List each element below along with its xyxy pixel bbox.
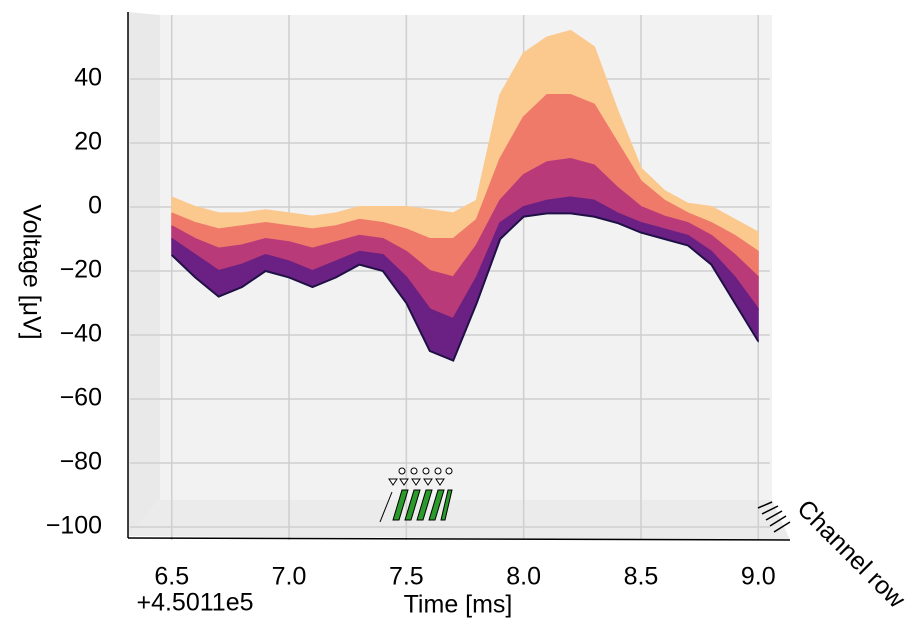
y-tick-label: −100 bbox=[46, 512, 102, 540]
x-tick-label: 9.0 bbox=[741, 563, 776, 591]
y-tick-label: 20 bbox=[74, 128, 102, 156]
probe-icon bbox=[379, 467, 453, 523]
x-offset-text: +4.5011e5 bbox=[136, 589, 253, 617]
plot-area bbox=[130, 15, 770, 540]
y-tick-label: −60 bbox=[60, 384, 102, 412]
x-tick-label: 8.0 bbox=[506, 563, 541, 591]
x-axis-line bbox=[127, 537, 791, 541]
channel-trace bbox=[171, 157, 759, 279]
y-tick-label: −40 bbox=[60, 320, 102, 348]
x-tick-label: 8.5 bbox=[624, 563, 659, 591]
y-axis-title: Voltage [μV] bbox=[17, 204, 45, 339]
z-axis-title: Channel row bbox=[791, 494, 911, 614]
x-tick-label: 7.5 bbox=[389, 563, 424, 591]
side-pane bbox=[128, 12, 160, 536]
channel-trace bbox=[171, 196, 760, 321]
y-tick-label: 0 bbox=[88, 192, 102, 220]
channel-trace bbox=[171, 94, 759, 253]
x-axis-title: Time [ms] bbox=[404, 591, 513, 619]
x-tick-label: 6.5 bbox=[154, 563, 189, 591]
channel-trace bbox=[171, 212, 760, 362]
floor-pane bbox=[128, 500, 790, 540]
y-tick-label: −20 bbox=[60, 256, 102, 284]
x-tick-label: 7.0 bbox=[272, 563, 307, 591]
y-tick-label: −80 bbox=[60, 448, 102, 476]
z-ticks bbox=[757, 501, 791, 533]
y-tick-label: 40 bbox=[74, 64, 102, 92]
channel-trace bbox=[171, 29, 759, 234]
